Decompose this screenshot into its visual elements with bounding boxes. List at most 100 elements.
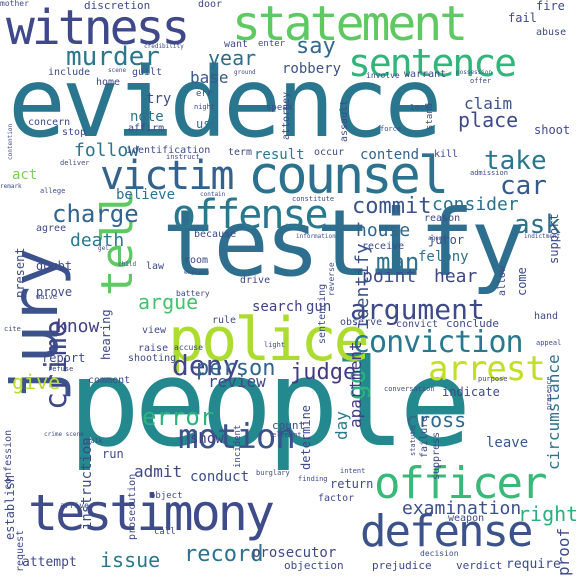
word: shooting	[128, 353, 177, 364]
word: give	[12, 370, 61, 394]
word: search	[252, 299, 303, 315]
word: admission	[470, 169, 508, 177]
word: confession	[3, 429, 14, 490]
word: cross	[406, 408, 467, 432]
word: objection	[284, 559, 344, 572]
word: leave	[486, 435, 529, 451]
word: cite	[4, 325, 21, 333]
word: observe	[340, 317, 383, 328]
word: year	[208, 46, 257, 70]
word: room	[184, 255, 209, 266]
word: house	[356, 220, 411, 241]
word: believe	[116, 187, 176, 203]
word: know	[56, 316, 100, 337]
word: convict	[396, 319, 439, 330]
word: child	[118, 261, 137, 268]
word: car	[500, 171, 547, 201]
word: juror	[428, 233, 465, 247]
word: fail	[508, 11, 537, 25]
word: point	[362, 266, 417, 287]
word: counsel	[248, 146, 449, 206]
word: report	[42, 351, 86, 365]
word: attorney	[281, 91, 292, 140]
word: reason	[424, 213, 461, 224]
word: contain	[200, 191, 226, 198]
word: lock	[410, 103, 430, 112]
word: verdict	[456, 559, 503, 572]
word: conclude	[446, 317, 499, 330]
word: allow	[497, 265, 508, 296]
word: show	[190, 431, 224, 447]
word: light	[264, 341, 286, 349]
word: stop	[62, 127, 87, 138]
word: crime scene	[44, 431, 84, 438]
word: because	[194, 229, 237, 240]
word: information	[296, 233, 336, 240]
word: return	[330, 477, 374, 491]
word: allege	[40, 187, 66, 195]
word: abuse	[536, 27, 567, 38]
word: argument	[350, 293, 485, 326]
word: warrant	[404, 69, 447, 80]
word: ask	[514, 210, 561, 240]
word: place	[458, 108, 519, 132]
word: contention	[7, 123, 14, 160]
word: purpose	[478, 375, 508, 383]
word: review	[208, 372, 266, 391]
word: weapon	[448, 513, 485, 524]
word: prosecution	[127, 473, 138, 540]
word: fire	[536, 0, 565, 13]
word: suppress	[431, 431, 442, 480]
word: door	[198, 0, 223, 10]
word: death	[70, 230, 125, 251]
word: remark	[0, 183, 22, 190]
word: kill	[434, 149, 459, 160]
word: claim	[464, 94, 513, 113]
word: arrest	[428, 349, 546, 389]
word: shoot	[534, 123, 571, 137]
word: judge	[290, 360, 357, 385]
word: conversation	[384, 385, 435, 393]
word: statute	[409, 426, 417, 456]
word: finding	[298, 475, 328, 483]
word: stand	[425, 102, 435, 130]
word: contend	[360, 147, 420, 163]
word: accuse	[174, 343, 203, 352]
word: drive	[240, 275, 271, 286]
word: instruct	[166, 153, 200, 161]
word: come	[515, 267, 529, 296]
word: assault	[339, 99, 350, 142]
word: involve	[366, 71, 400, 80]
word: instruction	[79, 437, 95, 530]
word: man	[376, 248, 420, 276]
word: refuse	[48, 365, 74, 373]
word: prove	[36, 285, 73, 299]
word: witness	[6, 0, 190, 56]
word: term	[228, 147, 253, 158]
word: testimony	[28, 484, 275, 542]
word: follow	[74, 140, 140, 161]
word: say	[296, 34, 336, 59]
word: enter	[258, 39, 286, 49]
word: call	[154, 527, 176, 537]
word: receive	[362, 241, 405, 252]
word: attempt	[22, 555, 77, 570]
word: appeal	[536, 339, 562, 347]
word: offense	[172, 192, 329, 238]
word: charge	[52, 200, 139, 228]
word: defense	[360, 506, 533, 557]
word: right	[518, 502, 576, 526]
word: incident	[233, 424, 243, 468]
word: issue	[100, 548, 161, 572]
word: burglary	[256, 469, 290, 477]
word: deny	[172, 349, 240, 382]
word: waive	[36, 293, 58, 301]
word: commit	[352, 194, 432, 219]
word: indicate	[442, 385, 500, 399]
word: conviction	[352, 325, 524, 360]
word: determine	[299, 404, 313, 470]
word: circumstance	[544, 354, 563, 470]
word: proof	[554, 527, 573, 576]
word: raise	[138, 343, 169, 354]
